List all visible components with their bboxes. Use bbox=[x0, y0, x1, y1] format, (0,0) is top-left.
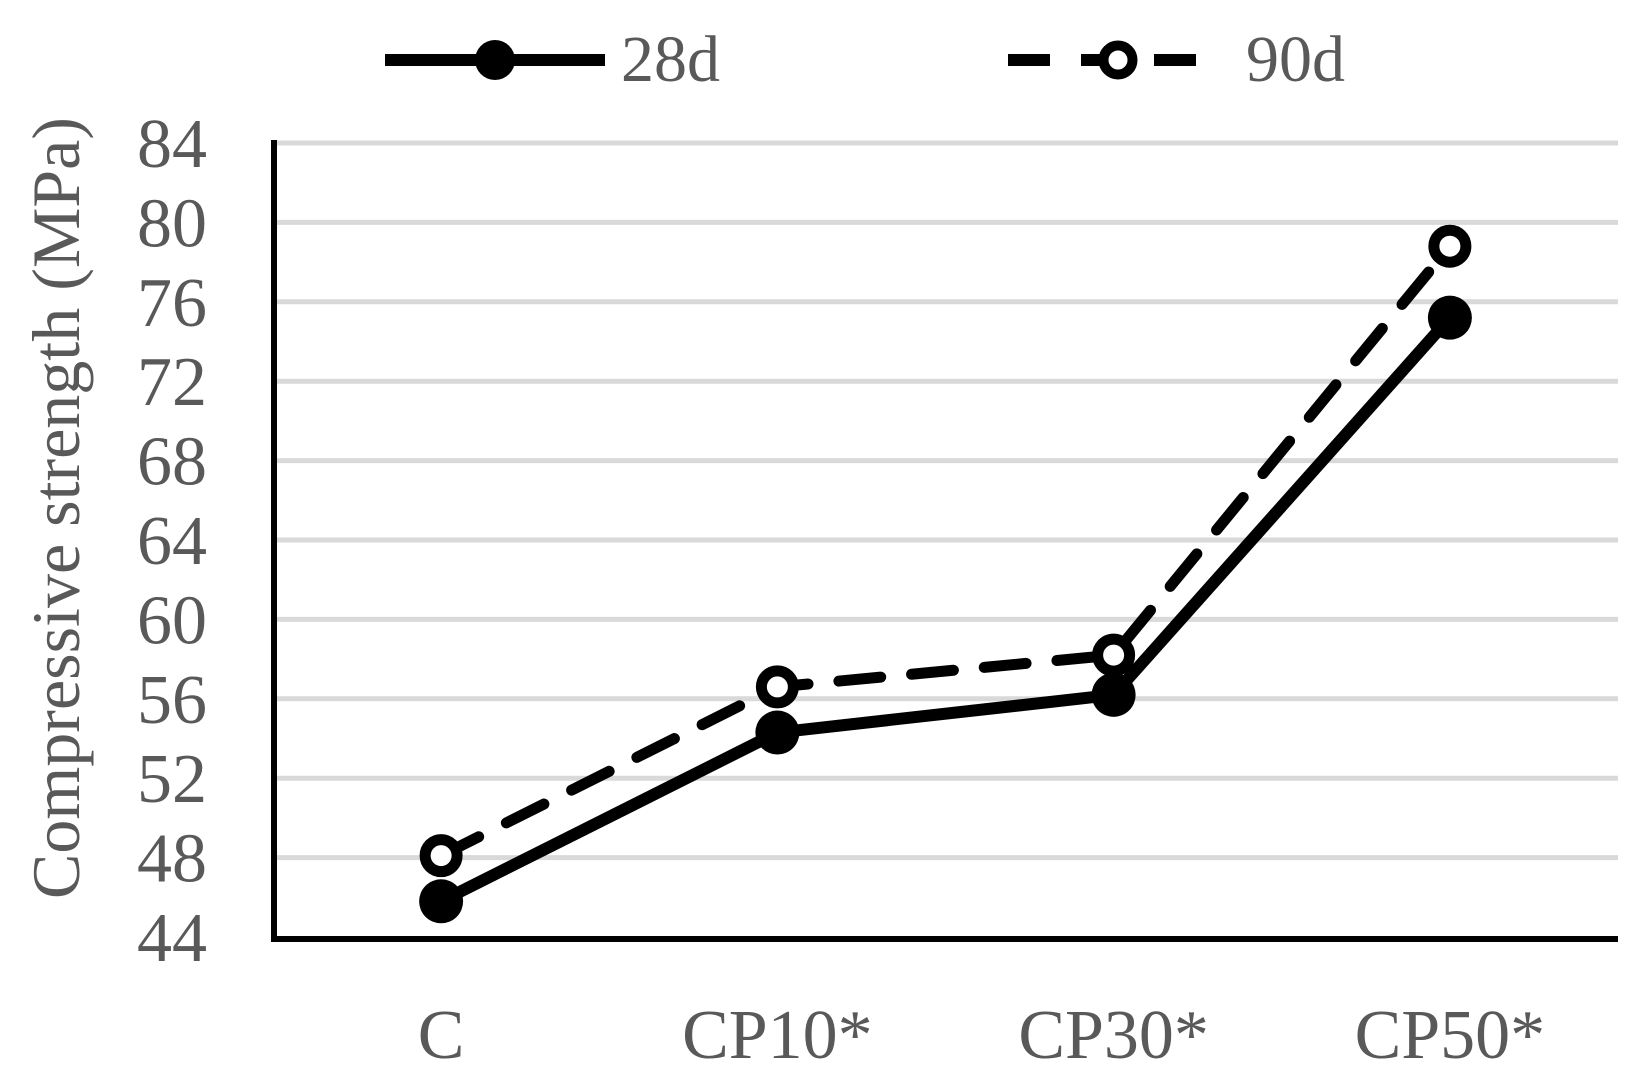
series-line-28d bbox=[435, 311, 1456, 908]
y-tick-label-72: 72 bbox=[137, 344, 207, 421]
y-tick-label-44: 44 bbox=[137, 900, 207, 977]
y-tick-label-64: 64 bbox=[137, 503, 207, 580]
marker-90d-CP50* bbox=[1428, 224, 1472, 268]
x-category-label-2: CP10* bbox=[682, 997, 873, 1074]
marker-28d-CP10* bbox=[755, 710, 800, 755]
marker-28d-C bbox=[419, 879, 464, 924]
y-tick-label-52: 52 bbox=[137, 741, 207, 818]
legend-28d-line-marker-icon bbox=[385, 40, 605, 80]
y-tick-label-68: 68 bbox=[137, 424, 207, 501]
series-line-90d bbox=[435, 240, 1456, 862]
legend-label-90d: 90d bbox=[1246, 23, 1345, 96]
marker-90d-CP30* bbox=[1092, 633, 1136, 677]
marker-28d-CP50* bbox=[1427, 295, 1472, 340]
legend-item-28d: 28d bbox=[383, 15, 720, 105]
x-category-label-4: CP50* bbox=[1355, 997, 1546, 1074]
y-tick-label-48: 48 bbox=[137, 821, 207, 898]
x-category-label-1: C bbox=[418, 997, 465, 1074]
y-tick-label-80: 80 bbox=[137, 185, 207, 262]
y-tick-label-76: 76 bbox=[137, 265, 207, 342]
legend-90d-line-marker-icon bbox=[1008, 40, 1198, 80]
marker-90d-CP10* bbox=[755, 665, 799, 709]
legend-label-28d: 28d bbox=[621, 23, 720, 96]
marker-28d-CP30* bbox=[1091, 672, 1136, 717]
marker-90d-C bbox=[419, 834, 463, 878]
y-tick-label-56: 56 bbox=[137, 662, 207, 739]
y-tick-label-84: 84 bbox=[137, 106, 207, 183]
x-category-label-3: CP30* bbox=[1018, 997, 1209, 1074]
y-tick-label-60: 60 bbox=[137, 582, 207, 659]
legend-item-90d: 90d bbox=[1008, 15, 1345, 105]
